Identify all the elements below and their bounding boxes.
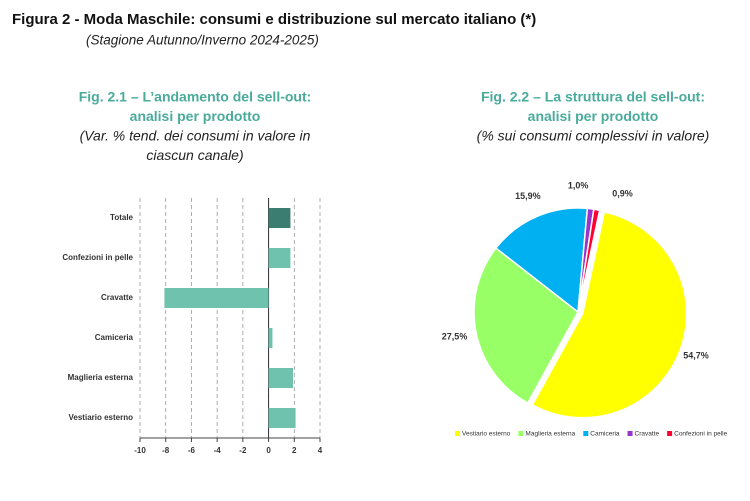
legend-swatch xyxy=(518,431,524,436)
legend-swatch xyxy=(627,431,633,436)
legend-label: Cravatte xyxy=(635,431,660,438)
y-tick-label: Confezioni in pelle xyxy=(62,253,133,262)
chart-subtitle: (% sui consumi complessivi in valore) xyxy=(477,128,710,144)
chart-title: analisi per prodotto xyxy=(528,108,659,124)
bar xyxy=(268,328,273,348)
bar xyxy=(164,288,269,308)
legend-label: Confezioni in pelle xyxy=(674,431,728,438)
x-tick-label: -4 xyxy=(214,446,222,455)
data-label: 27,5% xyxy=(442,332,468,342)
legend-swatch xyxy=(583,431,589,436)
pie-slice xyxy=(494,207,589,314)
y-tick-label: Totale xyxy=(110,213,134,222)
x-tick-label: 2 xyxy=(292,446,297,455)
chart-title: analisi per prodotto xyxy=(130,108,261,124)
x-tick-label: -6 xyxy=(188,446,196,455)
chart-title: Fig. 2.1 – L’andamento del sell-out: xyxy=(79,89,312,105)
legend-label: Maglieria esterna xyxy=(525,431,575,438)
bar xyxy=(268,368,293,388)
pie-slice xyxy=(531,211,688,419)
x-tick-label: -8 xyxy=(162,446,170,455)
bar xyxy=(268,248,291,268)
page-subtitle: (Stagione Autunno/Inverno 2024-2025) xyxy=(86,33,319,48)
x-tick-label: -10 xyxy=(134,446,146,455)
y-tick-label: Maglieria esterna xyxy=(68,373,134,382)
bar xyxy=(268,408,296,428)
bar xyxy=(268,208,291,228)
chart-subtitle: ciascun canale) xyxy=(146,147,243,163)
chart-subtitle: (Var. % tend. dei consumi in valore in xyxy=(80,128,311,144)
page-title: Figura 2 - Moda Maschile: consumi e dist… xyxy=(12,11,536,28)
x-tick-label: 4 xyxy=(318,446,323,455)
y-tick-label: Cravatte xyxy=(101,293,134,302)
pie-slice xyxy=(473,247,579,405)
legend-label: Vestiario esterno xyxy=(462,431,511,438)
legend-label: Camiceria xyxy=(590,431,620,438)
pie-slice xyxy=(577,208,601,313)
x-tick-label: 0 xyxy=(266,446,271,455)
data-label: 54,7% xyxy=(683,350,709,360)
data-label: 15,9% xyxy=(515,191,541,201)
y-tick-label: Vestiario esterno xyxy=(69,413,134,422)
data-label: 1,0% xyxy=(568,180,589,190)
y-tick-label: Camiceria xyxy=(95,333,134,342)
chart-title: Fig. 2.2 – La struttura del sell-out: xyxy=(481,89,705,105)
x-tick-label: -2 xyxy=(239,446,247,455)
legend-swatch xyxy=(455,431,460,436)
data-label: 0,9% xyxy=(612,189,633,199)
legend-swatch xyxy=(667,431,673,436)
